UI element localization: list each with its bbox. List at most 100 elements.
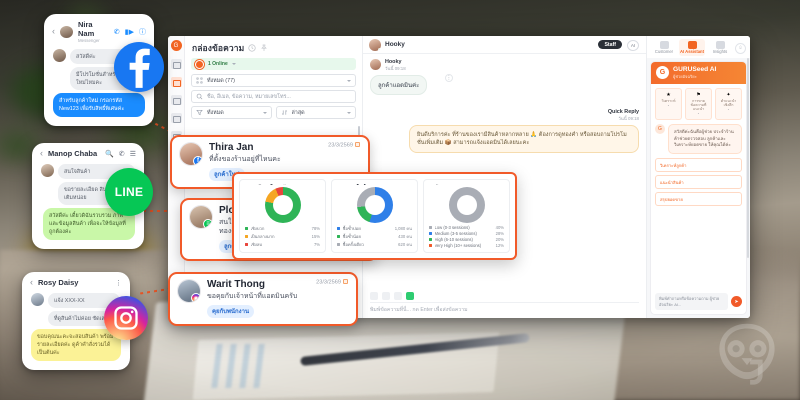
legend-swatch [429,226,432,229]
back-icon[interactable]: ‹ [52,26,55,36]
inbox-search-placeholder: ชื่อ, อีเมล, ข้อความ, หมายเลขโทร... [207,93,291,100]
message-avatar [370,59,381,70]
tab-insights[interactable]: Insights [707,39,733,56]
legend-value: 12% [495,243,504,248]
chevron-down-icon [262,111,267,114]
message-options-icon[interactable]: ⋮ [445,74,453,82]
avatar [31,293,44,306]
ai-stat-row: ★ วิเคราะห์ - ⚑ การขาย ข้อความที่แนะนำ -… [651,84,746,124]
pin-icon[interactable] [260,44,268,52]
chart-legend: Low (0-3 sessions) 40% Medium (3-5 sessi… [429,225,504,248]
legend-value: 7% [313,242,320,247]
inbox-title: กล่องข้อความ [192,43,245,53]
message-bubble: ที่ดูสินค้าไม่ค่อย ชัดเลยคะ [48,311,121,327]
instagram-header: ‹ Rosy Daisy ⋮ [22,272,130,291]
ai-stat-analysis[interactable]: ★ วิเคราะห์ - [655,87,682,121]
app-scrollbar[interactable] [747,58,749,258]
send-icon[interactable]: ➤ [731,296,742,308]
legend-item: Low (0-3 sessions) 40% [429,225,504,230]
chat-input[interactable]: พิมพ์ข้อความที่นี่... กด Enter เพื่อส่งข… [370,302,639,314]
message-row-outgoing: ขอบคุณนะคะจะสอบสินค้า พร้อมรายละเอียดค่ะ… [31,329,121,361]
rail-products-icon[interactable] [170,113,182,123]
menu-dots-icon[interactable]: ⋮ [115,279,122,287]
legend-item: Very High (10+ sessions) 12% [429,243,504,248]
ai-chip-recommend-product[interactable]: แนะนำสินค้า [655,175,742,190]
message-row: แจ้ง XXX-XX ที่ดูสินค้าไม่ค่อย ชัดเลยคะ [31,293,121,327]
ai-toggle-button[interactable]: AI [627,39,639,51]
ai-stat-insight-value: - [727,107,730,113]
tab-ai-assistant[interactable]: AI Assistant [679,39,705,56]
rail-dashboard-icon[interactable] [170,59,182,69]
legend-label: ซื้อครั้งเดียว [342,242,364,247]
staff-toggle-button[interactable]: Staff [598,40,622,49]
rail-contacts-icon[interactable] [170,95,182,105]
ai-assistant-panel: Customer AI Assistant Insights ♤ G GURUS… [646,36,750,318]
clock-icon[interactable] [248,44,256,52]
donut-chart-engagement [448,187,485,223]
emoji-icon[interactable] [394,292,402,300]
line-sticker-icon[interactable] [406,292,414,300]
ai-stat-insight[interactable]: ✦ คำแนะนำ เชิงลึก - [715,87,742,121]
chevron-down-icon[interactable] [231,63,236,65]
legend-value: 1,080 คน [394,226,412,231]
chart-card-repeat-purchase: ยอดการซื้อซ้ำ ซื้อซ้ำบ่อย 1,080 คน ซื้อซ… [331,179,418,253]
legend-value: 620 คน [398,242,412,247]
instagram-icon: ◉ [191,293,200,302]
phone-icon[interactable]: ✆ [118,150,125,158]
instagram-logo-icon [104,296,148,340]
ai-stat-insight-label: คำแนะนำ เชิงลึก [720,98,737,107]
instagram-contact-name: Rosy Daisy [38,278,79,287]
conversation-body: Warit Thong ขอคุยกับเจ้าหน้าที่แอดมินครั… [207,279,348,318]
status-filter-select[interactable]: ทั้งหมด [191,106,272,119]
line-contact-name: Manop Chaba [48,149,98,158]
ai-avatar-icon: G [655,124,665,135]
rail-inbox-icon[interactable] [170,77,182,87]
info-icon[interactable]: ⓘ [139,28,146,36]
phone-icon[interactable]: ✆ [113,28,120,36]
video-icon[interactable]: ▮▶ [124,28,134,36]
tab-customer[interactable]: Customer [651,39,677,56]
template-icon[interactable] [370,292,378,300]
inbox-search-field[interactable]: ชื่อ, อีเมล, ข้อความ, หมายเลขโทร... [191,90,356,103]
ai-input[interactable]: พิมพ์คำถามหรือข้อความถาม ผู้ช่วยอัจฉริยะ… [655,293,728,310]
instagram-body: แจ้ง XXX-XX ที่ดูสินค้าไม่ค่อย ชัดเลยคะ … [22,291,130,370]
attachment-icon[interactable] [382,292,390,300]
legend-item: ซื้อซ้ำบ่อย 1,080 คน [337,225,412,232]
back-icon[interactable]: ‹ [30,277,33,287]
legend-value: 78% [311,226,320,231]
ai-chip-analyze-customer[interactable]: วิเคราะห์ลูกค้า [655,158,742,173]
ai-greeting-message: G สวัสดีค่ะฉันคือผู้ช่วย ประจำร้านค้าช่ว… [651,124,746,158]
ai-stat-analysis-value: - [667,102,670,108]
avatar: ◉ [177,279,201,303]
sort-select[interactable]: ล่าสุด [275,106,356,119]
legend-label: เชิงบวก [250,226,265,231]
online-dot-icon [378,47,381,51]
legend-label: High (6-10 sessions) [434,237,473,242]
ai-chip-sales-summary[interactable]: สรุปยอดขาย [655,192,742,207]
conversation-card-warit-thong[interactable]: ◉ Warit Thong ขอคุยกับเจ้าหน้าที่แอดมินค… [168,272,358,326]
menu-icon[interactable]: ☰ [129,150,136,158]
ai-stat-analysis-label: วิเคราะห์ [661,98,676,103]
legend-label: เชิงลบ [250,242,263,247]
search-icon[interactable]: 🔍 [105,150,114,158]
ai-assistant-card: G GURUSeed AI ผู้ช่วยอัจฉริยะ ★ วิเคราะห… [650,60,747,315]
line-logo-icon: LINE [105,168,153,216]
chat-message-area: Hooky วันนี้ 09:18 ลูกค้าแอดมินค่ะ ⋮ Qui… [363,54,646,289]
status-filter-value: ทั้งหมด [207,109,224,116]
back-icon[interactable]: ‹ [40,148,43,158]
chart-card-engagement: ระดับ Engagement Low (0-3 sessions) 40% … [423,179,510,253]
channel-filter-select[interactable]: ทั้งหมด (77) [191,74,356,87]
line-icon: ≡ [203,219,212,228]
legend-swatch [245,227,248,230]
legend-label: Medium (3-5 sessions) [434,231,477,236]
message-incoming: Hooky วันนี้ 09:18 [370,59,639,72]
message-time: วันนี้ 09:18 [385,66,406,71]
chart-legend: เชิงบวก 78% เป็นกลางมาก 15% เชิงลบ 7% [245,225,320,248]
legend-item: เชิงลบ 7% [245,241,320,248]
legend-swatch [337,243,340,246]
calendar-icon [355,142,360,147]
chevron-down-icon [347,111,351,114]
quick-reply-bubble: ยินดีบริการค่ะ ที่ร้านของเรามีสินค้าหลาก… [409,125,639,154]
bell-icon[interactable]: ♤ [735,42,746,54]
ai-stat-sales[interactable]: ⚑ การขาย ข้อความที่แนะนำ - [685,87,712,121]
